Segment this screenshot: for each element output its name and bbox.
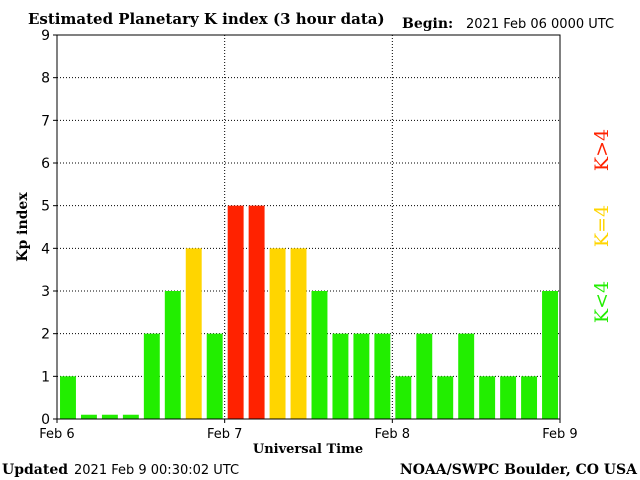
source-credit: NOAA/SWPC Boulder, CO USA <box>400 462 638 478</box>
x-tick-label: Feb 7 <box>207 427 242 442</box>
kp-bar <box>290 248 307 419</box>
plot-frame <box>56 34 561 420</box>
legend-item: K>4 <box>591 129 613 171</box>
kp-bar <box>416 333 433 419</box>
kp-bar <box>80 414 97 419</box>
kp-bar <box>374 333 391 419</box>
x-tick-label: Feb 9 <box>542 427 577 442</box>
y-tick-label: 8 <box>41 71 50 87</box>
updated-label: Updated <box>2 462 68 478</box>
begin-label: Begin: <box>402 16 453 32</box>
kp-bar <box>437 376 454 419</box>
kp-bar <box>458 333 475 419</box>
updated-value: 2021 Feb 9 00:30:02 UTC <box>74 463 239 478</box>
bars <box>60 205 558 419</box>
kp-bar <box>395 376 412 419</box>
kp-bar <box>227 205 244 419</box>
kp-bar <box>122 414 139 419</box>
kp-bar <box>332 333 349 419</box>
y-tick-label: 5 <box>41 199 50 215</box>
kp-bar <box>248 205 265 419</box>
x-axis-ticks: Feb 6 Feb 7 Feb 8 Feb 9 <box>39 419 578 442</box>
x-tick-label: Feb 8 <box>375 427 410 442</box>
kp-bar <box>101 414 118 419</box>
chart-title: Estimated Planetary K index (3 hour data… <box>28 10 385 28</box>
kp-bar <box>500 376 517 419</box>
kp-bar <box>164 291 181 419</box>
x-axis-label: Universal Time <box>253 442 363 457</box>
kp-bar <box>521 376 538 419</box>
y-tick-label: 2 <box>41 327 50 343</box>
kp-bar <box>60 376 76 419</box>
y-tick-label: 0 <box>41 412 50 428</box>
begin-value: 2021 Feb 06 0000 UTC <box>466 17 614 32</box>
y-tick-label: 9 <box>41 28 50 44</box>
legend-item: K=4 <box>591 205 613 247</box>
kp-bar <box>143 333 160 419</box>
kp-bar <box>311 291 328 419</box>
y-tick-label: 7 <box>41 113 50 129</box>
kp-bar <box>269 248 286 419</box>
kp-bar <box>479 376 496 419</box>
kp-bar <box>542 291 558 419</box>
legend-item: K<4 <box>591 281 613 323</box>
y-tick-label: 6 <box>41 156 50 172</box>
x-tick-label: Feb 6 <box>39 427 74 442</box>
y-tick-label: 1 <box>41 369 50 385</box>
y-tick-label: 3 <box>41 284 50 300</box>
grid <box>57 35 560 419</box>
legend: K>4 K=4 K<4 <box>591 129 613 323</box>
kp-bar <box>353 333 370 419</box>
y-axis-label: Kp index <box>15 192 31 262</box>
kp-bar <box>206 333 223 419</box>
y-axis-ticks: 0 1 2 3 4 5 6 7 8 9 <box>41 28 57 428</box>
y-tick-label: 4 <box>41 241 50 257</box>
kp-bar <box>185 248 202 419</box>
